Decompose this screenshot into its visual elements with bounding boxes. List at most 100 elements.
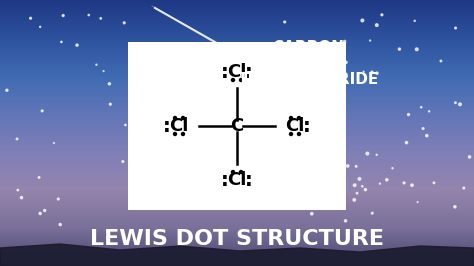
Text: Cl: Cl (169, 117, 189, 135)
Point (364, 151, 371, 156)
Point (281, 20, 289, 24)
Point (3, 88, 11, 92)
Point (456, 102, 464, 106)
Point (50, 141, 58, 145)
Point (293, 110, 301, 114)
Point (303, 53, 310, 57)
Point (119, 159, 127, 164)
Text: Cl: Cl (228, 63, 246, 81)
Circle shape (290, 117, 292, 119)
Polygon shape (0, 244, 474, 266)
Text: :: : (303, 117, 311, 135)
Point (396, 47, 403, 51)
Text: Cl: Cl (228, 171, 246, 189)
Point (85, 13, 92, 17)
Point (310, 87, 317, 92)
Point (58, 40, 65, 44)
Point (122, 123, 129, 127)
Point (466, 155, 474, 159)
Text: :: : (245, 171, 253, 189)
Point (321, 198, 328, 202)
Bar (128, 42, 346, 210)
Circle shape (173, 132, 176, 135)
Point (285, 46, 292, 51)
Point (56, 222, 64, 227)
Point (350, 198, 358, 202)
Text: CARBON: CARBON (272, 40, 344, 55)
Point (353, 191, 361, 195)
Point (401, 181, 408, 185)
Point (13, 137, 21, 141)
Point (282, 122, 289, 127)
Point (59, 13, 67, 18)
Point (55, 197, 62, 201)
Circle shape (182, 132, 184, 135)
Point (38, 109, 46, 113)
Point (366, 39, 374, 43)
Text: C: C (230, 117, 244, 135)
Point (100, 69, 107, 73)
Point (342, 219, 349, 223)
Circle shape (298, 117, 301, 119)
Circle shape (298, 132, 301, 135)
Point (368, 211, 376, 215)
Point (383, 178, 391, 182)
Point (351, 183, 358, 187)
Text: :: : (221, 171, 229, 189)
Point (352, 164, 360, 168)
Point (408, 183, 416, 187)
Point (373, 23, 381, 27)
Point (376, 181, 383, 186)
Text: :: : (245, 63, 253, 81)
Point (418, 105, 425, 109)
Point (92, 63, 100, 67)
Text: TETRACHLORIDE: TETRACHLORIDE (237, 72, 379, 87)
Point (341, 39, 348, 44)
Circle shape (290, 132, 292, 135)
Circle shape (239, 78, 243, 81)
Text: :: : (221, 63, 229, 81)
Point (425, 109, 433, 114)
Point (97, 16, 105, 20)
Point (14, 188, 22, 192)
Point (423, 134, 430, 138)
Point (430, 181, 438, 185)
Point (338, 124, 346, 129)
Point (437, 59, 445, 63)
Point (356, 177, 363, 181)
Point (342, 60, 350, 64)
Point (413, 47, 420, 51)
Point (344, 164, 352, 168)
Point (36, 211, 44, 216)
Point (36, 25, 44, 29)
Point (107, 102, 114, 106)
Text: :: : (163, 117, 171, 135)
Circle shape (231, 171, 235, 173)
Point (271, 139, 279, 143)
Point (27, 16, 34, 20)
Circle shape (231, 78, 235, 81)
Point (313, 173, 321, 177)
Point (373, 71, 381, 75)
Circle shape (173, 117, 176, 119)
Point (414, 200, 421, 204)
Point (362, 188, 369, 192)
Point (120, 21, 128, 25)
Point (373, 153, 381, 157)
Point (452, 101, 459, 105)
Point (419, 126, 427, 131)
Point (266, 128, 274, 132)
Circle shape (239, 171, 243, 173)
Point (460, 186, 468, 190)
Point (73, 43, 81, 47)
Point (280, 43, 287, 47)
Point (322, 194, 330, 198)
Point (18, 196, 25, 200)
Point (378, 13, 386, 17)
Point (389, 166, 396, 171)
Point (35, 175, 43, 180)
Point (411, 19, 419, 23)
Point (41, 208, 48, 213)
Point (359, 18, 366, 23)
Point (106, 82, 113, 86)
